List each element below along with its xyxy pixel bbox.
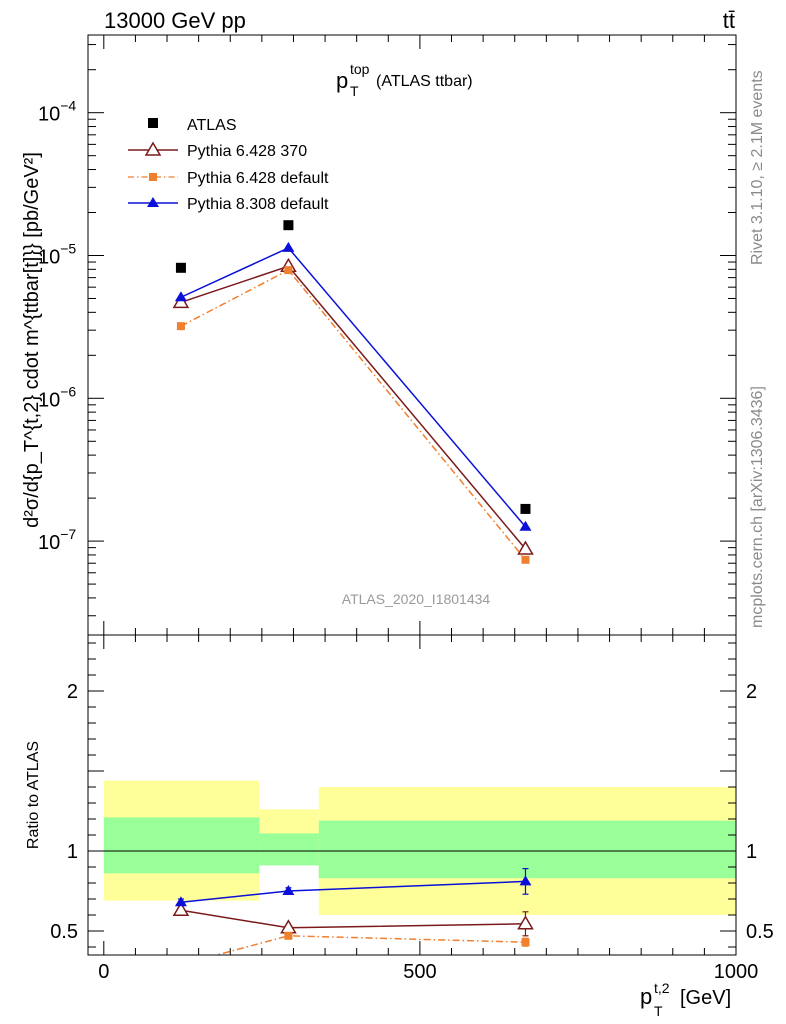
main-axis-ticks: [88, 35, 737, 635]
data-point: [520, 503, 531, 514]
x-axis-label-suffix: [GeV]: [680, 987, 731, 1009]
ratio-y-tick-labels: 0.5 0.5 1 1 2 2: [50, 681, 774, 943]
title-suffix: (ATLAS ttbar): [376, 73, 473, 90]
legend: ATLAS Pythia 6.428 370 Pythia 6.428 defa…: [128, 117, 329, 213]
ratio-uncertainty-bands: [103, 780, 736, 915]
main-y-tick-label: 10−6: [38, 383, 76, 411]
legend-marker-atlas: [148, 118, 158, 128]
title-sub: T: [350, 83, 359, 99]
ratio-y-axis-label: Ratio to ATLAS: [25, 741, 42, 849]
x-axis-label-sub: T: [654, 1003, 663, 1019]
main-y-axis-label: d²σ/d{p_T^{t,2} cdot m^{ttbar[t]}} [pb/G…: [21, 152, 43, 528]
main-series-layer: [172, 220, 534, 564]
x-tick-labels: 0 500 1000: [98, 961, 758, 983]
analysis-watermark: ATLAS_2020_I1801434: [342, 591, 491, 607]
data-point: [517, 540, 534, 555]
ratio-frame: [87, 634, 737, 956]
process-label: tt̄: [723, 8, 735, 33]
legend-label-py6-370: Pythia 6.428 370: [187, 143, 307, 160]
uncertainty-band-green: [103, 817, 260, 874]
ratio-y-tick-label-right: 0.5: [746, 921, 774, 943]
series-line: [180, 269, 527, 561]
data-point: [282, 241, 295, 252]
ratio-data-point: [282, 885, 295, 895]
title-main: p: [336, 68, 348, 93]
x-axis-label: p t,2 T [GeV]: [640, 980, 731, 1019]
main-y-tick-label: 10−7: [38, 526, 76, 554]
ratio-axis-ticks: [88, 635, 737, 955]
legend-marker-py6-default: [149, 173, 157, 181]
series-line: [180, 265, 527, 550]
data-point: [521, 555, 530, 564]
rivet-version-label: Rivet 3.1.10, ≥ 2.1M events: [749, 70, 766, 265]
ratio-data-point: [172, 901, 190, 916]
x-tick-label: 0: [98, 961, 109, 983]
title-sup: top: [350, 61, 370, 77]
data-point: [284, 266, 293, 275]
ratio-y-tick-label-right: 2: [746, 681, 757, 703]
x-tick-label: 1000: [714, 961, 759, 983]
main-frame: [87, 34, 737, 636]
main-y-axis-label-text: d²σ/d{p_T^{t,2} cdot m^{ttbar[t]}} [pb/G…: [21, 152, 43, 528]
ratio-y-tick-label-left: 2: [67, 681, 78, 703]
series-line: [180, 246, 527, 528]
collision-label: 13000 GeV pp: [104, 8, 246, 33]
data-point: [519, 520, 532, 531]
x-axis-label-main: p: [640, 984, 652, 1009]
data-point: [176, 322, 185, 331]
mcplots-label: mcplots.cern.ch [arXiv:1306.3436]: [749, 386, 766, 628]
data-point: [172, 293, 190, 309]
plot-title: p top T (ATLAS ttbar): [336, 61, 473, 99]
legend-label-atlas: ATLAS: [187, 117, 237, 134]
ratio-y-tick-label-right: 1: [746, 841, 757, 863]
ratio-data-point: [177, 961, 185, 969]
ratio-y-tick-label-left: 1: [67, 841, 78, 863]
uncertainty-band-green: [259, 833, 319, 866]
main-y-tick-label: 10−5: [38, 240, 76, 268]
ratio-data-point: [519, 875, 532, 886]
data-point: [174, 291, 187, 302]
ratio-y-tick-label-left: 0.5: [50, 921, 78, 943]
data-point: [283, 220, 294, 231]
legend-marker-py6-370: [144, 141, 162, 156]
legend-label-py8-default: Pythia 8.308 default: [187, 196, 329, 213]
uncertainty-band-green: [318, 820, 736, 879]
ratio-data-point: [521, 938, 530, 947]
legend-marker-py8-default: [147, 197, 159, 207]
main-y-tick-label: 10−4: [38, 98, 76, 126]
ratio-series-layer: [172, 867, 534, 969]
data-point: [175, 262, 186, 273]
ratio-data-point: [174, 896, 187, 907]
ratio-data-point: [517, 915, 534, 930]
x-axis-label-sup: t,2: [654, 980, 670, 996]
ratio-series-line: [213, 935, 526, 955]
main-y-tick-labels: 10−7 10−6 10−5 10−4: [38, 98, 76, 554]
ratio-panel: 0.5 0.5 1 1 2 2 0 500 1000 Ratio to ATLAS p t,2…: [25, 634, 774, 1019]
x-tick-label: 500: [403, 961, 436, 983]
ratio-data-point: [284, 931, 293, 940]
main-panel: 10−7 10−6 10−5 10−4 p top T (ATLAS ttbar) A…: [21, 34, 737, 636]
legend-label-py6-default: Pythia 6.428 default: [187, 170, 329, 187]
